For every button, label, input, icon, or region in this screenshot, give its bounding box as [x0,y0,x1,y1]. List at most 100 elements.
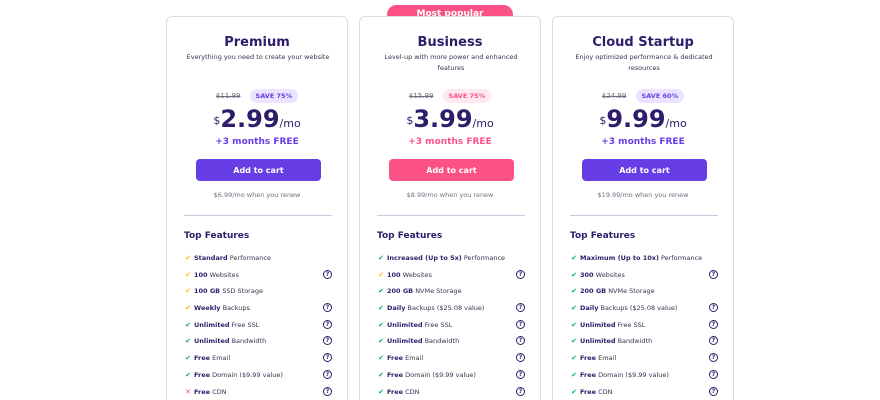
price-amount: 3.99 [413,105,473,133]
feature-highlight: Increased (Up to 5x) [387,254,462,262]
help-icon[interactable]: ? [709,353,718,363]
feature-label: Backups [220,304,250,313]
feature-item: ✔ Daily Backups ($25.08 value)? [570,302,718,319]
feature-item: ✔ Unlimited Free SSL? [377,319,525,336]
check-icon: ✔ [185,254,191,262]
feature-label: Email [403,354,424,363]
help-icon[interactable]: ? [323,269,332,279]
cross-icon: ✕ [185,387,191,396]
divider [377,215,525,216]
help-icon[interactable]: ? [516,353,525,363]
price-period: /mo [665,117,687,130]
feature-text: Free Email [194,352,230,364]
feature-item: ✔ Free Domain ($9.99 value)? [570,369,718,386]
feature-text: Unlimited Free SSL [580,319,645,331]
check-icon: ✔ [378,354,384,363]
feature-highlight: Daily [387,304,406,313]
help-icon[interactable]: ? [323,303,332,313]
help-icon[interactable]: ? [516,386,525,396]
help-icon[interactable]: ? [709,303,718,313]
help-icon[interactable]: ? [323,319,332,329]
feature-item: ✔ Free Domain ($9.99 value)? [184,369,332,386]
feature-item: ✔ Increased (Up to 5x) Performance [377,252,525,269]
check-icon: ✔ [571,270,577,279]
feature-label: Performance [658,254,703,262]
add-to-cart-button[interactable]: Add to cart [582,159,707,181]
feature-text: Free Email [387,352,423,364]
feature-highlight: 200 GB [387,287,414,296]
help-icon[interactable]: ? [709,369,718,379]
check-icon: ✔ [378,320,384,329]
check-icon: ✔ [571,354,577,363]
help-icon[interactable]: ? [323,386,332,396]
feature-item: ✔ Unlimited Bandwidth? [570,335,718,352]
help-icon[interactable]: ? [709,386,718,396]
help-icon[interactable]: ? [709,336,718,346]
plan-card-premium: Premium Everything you need to create yo… [166,16,348,400]
check-icon: ✔ [185,354,191,363]
discount-row: $24.99 SAVE 60% [553,85,733,103]
feature-highlight: Unlimited [580,337,616,346]
features-title: Top Features [377,231,443,241]
feature-highlight: Free [580,354,597,363]
help-icon[interactable]: ? [516,303,525,313]
feature-label: Bandwidth [229,337,267,346]
feature-label: NVMe Storage [413,287,462,296]
feature-item: ✔ Unlimited Free SSL? [570,319,718,336]
feature-text: 200 GB NVMe Storage [580,285,655,297]
free-months: +3 months FREE [601,137,685,147]
plan-description: Everything you need to create your websi… [186,53,330,61]
check-icon: ✔ [378,304,384,313]
help-icon[interactable]: ? [323,336,332,346]
feature-label: Backups ($25.08 value) [598,304,678,313]
help-icon[interactable]: ? [516,319,525,329]
check-icon: ✔ [185,370,191,379]
feature-item: ✔ 100 Websites? [184,269,332,286]
feature-label: NVMe Storage [606,287,655,296]
price-amount: 9.99 [606,105,666,133]
old-price: $24.99 [601,91,627,100]
feature-text: Daily Backups ($25.08 value) [580,302,677,314]
help-icon[interactable]: ? [516,369,525,379]
feature-highlight: 300 [580,270,594,279]
price-currency: $ [599,114,607,127]
feature-text: Free CDN [580,386,613,398]
old-price: $11.99 [215,91,241,100]
feature-item: ✔ Free CDN? [570,386,718,400]
old-price: $15.99 [408,91,434,100]
feature-item: ✔ Weekly Backups? [184,302,332,319]
feature-text: 100 GB SSD Storage [194,285,263,297]
add-to-cart-button[interactable]: Add to cart [196,159,321,181]
discount-row: $11.99 SAVE 75% [167,85,347,103]
feature-label: Performance [461,254,506,262]
feature-item: ✔ Free Email? [570,352,718,369]
feature-item: ✔ Free Email? [184,352,332,369]
divider [184,215,332,216]
feature-label: Domain ($9.99 value) [596,370,669,379]
feature-label: Domain ($9.99 value) [210,370,283,379]
check-icon: ✔ [378,370,384,379]
feature-highlight: Weekly [194,304,221,313]
help-icon[interactable]: ? [516,336,525,346]
discount-row: $15.99 SAVE 75% [360,85,540,103]
feature-text: Unlimited Bandwidth [194,335,266,347]
check-icon: ✔ [571,370,577,379]
help-icon[interactable]: ? [323,369,332,379]
feature-text: Unlimited Bandwidth [580,335,652,347]
check-icon: ✔ [378,287,384,296]
help-icon[interactable]: ? [709,269,718,279]
feature-item: ✔ Free CDN? [377,386,525,400]
help-icon[interactable]: ? [323,353,332,363]
feature-highlight: Free [387,370,404,379]
feature-highlight: Free [580,370,597,379]
price: $2.99/mo [167,105,347,133]
help-icon[interactable]: ? [516,269,525,279]
add-to-cart-button[interactable]: Add to cart [389,159,514,181]
feature-item: ✔ Unlimited Free SSL? [184,319,332,336]
check-icon: ✔ [185,337,191,346]
plan-title: Cloud Startup [592,35,694,50]
help-icon[interactable]: ? [709,319,718,329]
price-currency: $ [213,114,221,127]
feature-item: ✔ 200 GB NVMe Storage [377,285,525,302]
feature-item: ✔ Unlimited Bandwidth? [184,335,332,352]
